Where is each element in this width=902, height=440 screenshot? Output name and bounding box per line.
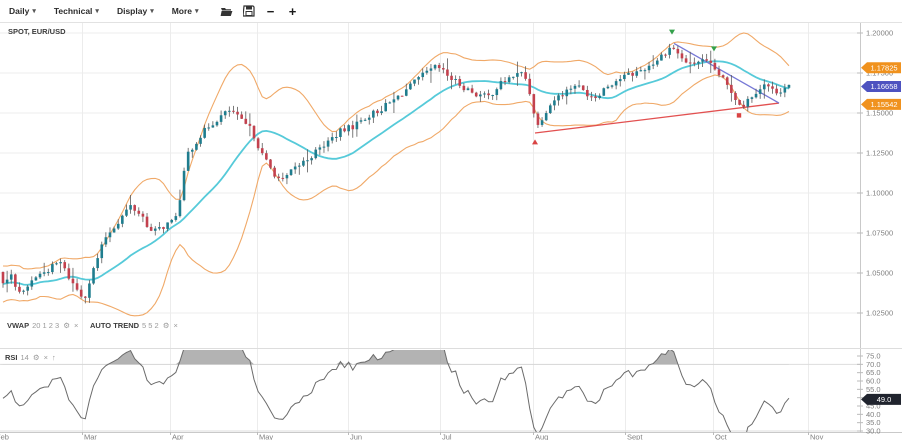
svg-text:1.17825: 1.17825 <box>870 63 897 72</box>
svg-text:1.02500: 1.02500 <box>866 309 893 318</box>
rsi-remove-icon[interactable]: × <box>43 353 48 362</box>
svg-text:75.0: 75.0 <box>866 352 881 361</box>
zoom-in-icon[interactable]: + <box>288 3 297 19</box>
vwap-settings-icon[interactable]: ⚙ <box>63 321 70 330</box>
rsi-indicator-legend: RSI 14 ⚙ × ↑ <box>5 353 56 362</box>
svg-text:1.16658: 1.16658 <box>870 82 897 91</box>
svg-text:Oct: Oct <box>715 433 728 440</box>
svg-text:1.12500: 1.12500 <box>866 149 893 158</box>
more-menu-label: More <box>171 6 193 16</box>
svg-text:30.0: 30.0 <box>866 427 881 436</box>
zoom-out-icon[interactable]: − <box>266 3 275 19</box>
technical-menu-label: Technical <box>53 6 93 16</box>
technical-menu[interactable]: Technical ▾ <box>45 0 108 22</box>
svg-text:1.15542: 1.15542 <box>870 100 897 109</box>
auto-trendlines <box>534 42 780 134</box>
vwap-params: 20 1 2 3 <box>32 321 60 330</box>
svg-text:55.0: 55.0 <box>866 385 881 394</box>
chevron-down-icon: ▾ <box>150 8 154 15</box>
svg-text:Jun: Jun <box>350 433 362 440</box>
svg-text:Mar: Mar <box>84 433 97 440</box>
autotrend-indicator-legend: AUTO TREND 5 5 2 ⚙ × <box>90 321 178 330</box>
svg-text:35.0: 35.0 <box>866 418 881 427</box>
lower-band-badge: 1.15542 <box>861 98 901 110</box>
vwap-remove-icon[interactable]: × <box>73 321 79 330</box>
rsi-value-badge: 49.0 <box>861 393 901 405</box>
svg-text:1.15000: 1.15000 <box>866 109 893 118</box>
timeframe-menu-label: Daily <box>9 6 30 16</box>
chart-toolbar: Daily ▾ Technical ▾ Display ▾ More ▾ <box>0 0 902 23</box>
rsi-label: RSI <box>5 353 18 362</box>
svg-text:May: May <box>259 433 273 440</box>
symbol-label: SPOT, EUR/USD <box>8 27 66 36</box>
display-menu[interactable]: Display ▾ <box>108 0 163 22</box>
autotrend-label: AUTO TREND <box>90 321 140 330</box>
rsi-params: 14 <box>20 353 29 362</box>
display-menu-label: Display <box>116 6 148 16</box>
svg-text:Aug: Aug <box>535 433 548 440</box>
svg-text:1.10000: 1.10000 <box>866 189 893 198</box>
svg-text:49.0: 49.0 <box>877 395 892 404</box>
trend-markers <box>532 29 742 145</box>
timeframe-menu[interactable]: Daily ▾ <box>0 0 45 22</box>
folder-open-icon[interactable] <box>218 2 236 20</box>
svg-text:Apr: Apr <box>172 433 184 440</box>
rsi-plot <box>0 350 790 432</box>
svg-text:Nov: Nov <box>810 433 824 440</box>
svg-text:60.0: 60.0 <box>866 377 881 386</box>
bollinger-bands <box>2 32 790 317</box>
vwap-indicator-legend: VWAP 20 1 2 3 ⚙ × <box>7 321 78 330</box>
rsi-move-up-icon[interactable]: ↑ <box>51 353 56 362</box>
upper-band-badge: 1.17825 <box>861 62 901 74</box>
svg-text:Feb: Feb <box>0 433 9 440</box>
vwap-line <box>2 60 790 286</box>
axes: 1.200001.175001.150001.125001.100001.075… <box>0 22 902 440</box>
toolbar-icon-group: − + <box>218 2 302 20</box>
chevron-down-icon: ▾ <box>195 8 199 15</box>
chevron-down-icon: ▾ <box>95 8 99 15</box>
svg-text:40.0: 40.0 <box>866 410 881 419</box>
svg-text:Sept: Sept <box>627 433 643 440</box>
save-icon[interactable] <box>240 2 258 20</box>
svg-text:1.05000: 1.05000 <box>866 269 893 278</box>
svg-text:1.20000: 1.20000 <box>866 29 893 38</box>
svg-text:Jul: Jul <box>442 433 452 440</box>
svg-text:65.0: 65.0 <box>866 368 881 377</box>
chevron-down-icon: ▾ <box>32 8 36 15</box>
rsi-settings-icon[interactable]: ⚙ <box>32 353 40 362</box>
svg-text:70.0: 70.0 <box>866 360 881 369</box>
more-menu[interactable]: More ▾ <box>163 0 208 22</box>
vwap-label: VWAP <box>7 321 30 330</box>
autotrend-settings-icon[interactable]: ⚙ <box>162 321 170 330</box>
svg-text:45.0: 45.0 <box>866 402 881 411</box>
autotrend-params: 5 5 2 <box>142 321 159 330</box>
svg-text:1.07500: 1.07500 <box>866 229 893 238</box>
candles <box>1 43 791 304</box>
autotrend-remove-icon[interactable]: × <box>173 321 178 330</box>
last-price-badge: 1.16658 <box>861 80 901 92</box>
